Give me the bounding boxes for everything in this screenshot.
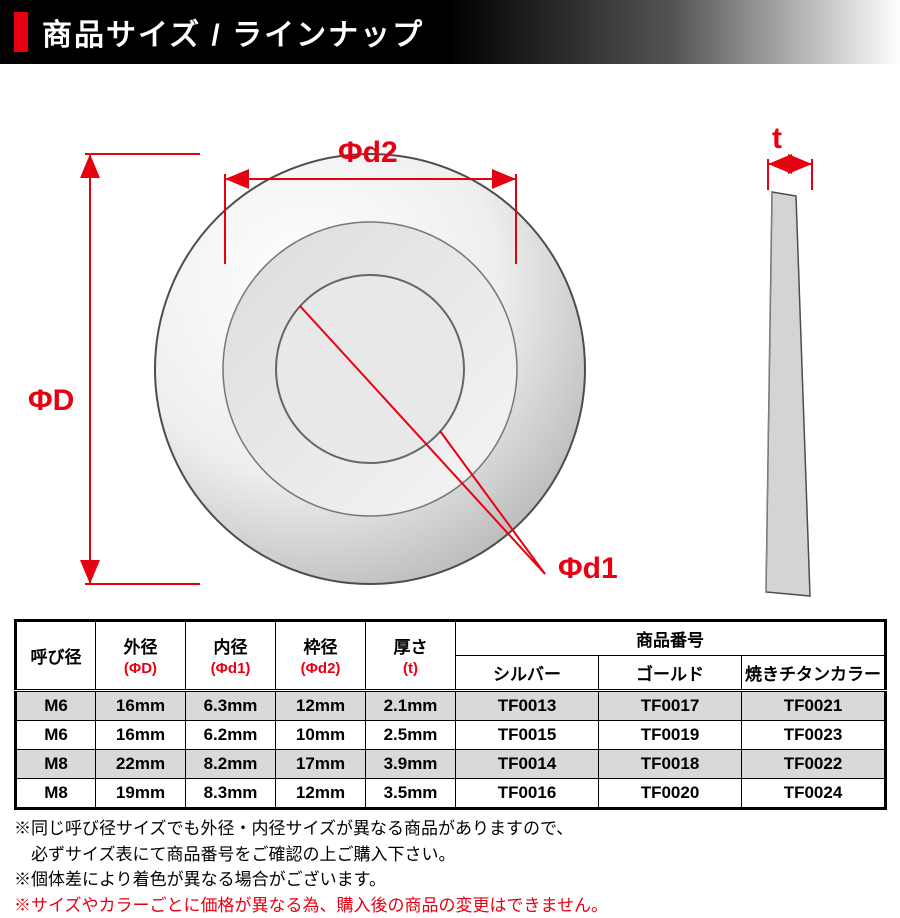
cell: 6.2mm [186,721,276,750]
th-step-sub: (Φd2) [301,660,341,677]
label-t: t [772,122,782,156]
cell: TF0024 [742,779,886,809]
cell: 22mm [96,750,186,779]
table-row: M6 16mm 6.3mm 12mm 2.1mm TF0013 TF0017 T… [16,691,886,721]
cell: 8.2mm [186,750,276,779]
cell: TF0013 [456,691,599,721]
cell: TF0016 [456,779,599,809]
cell: TF0015 [456,721,599,750]
cell: 3.5mm [366,779,456,809]
cell: 6.3mm [186,691,276,721]
th-thick-label: 厚さ [394,638,428,657]
note-line: ※個体差により着色が異なる場合がございます。 [14,867,886,893]
th-nominal: 呼び径 [16,621,96,691]
th-step-label: 枠径 [304,638,338,657]
cell: 2.1mm [366,691,456,721]
dimension-diagram: ΦD Φd2 Φd1 t [0,64,900,619]
cell: M6 [16,721,96,750]
page-header: 商品サイズ / ラインナップ [0,0,900,64]
label-d2: Φd2 [338,136,398,170]
th-thick: 厚さ (t) [366,621,456,691]
th-ti: 焼きチタンカラー [742,656,886,691]
cell: TF0023 [742,721,886,750]
cell: TF0014 [456,750,599,779]
th-thick-sub: (t) [403,660,418,677]
cell: 10mm [276,721,366,750]
side-view [766,192,810,596]
header-accent-bar [14,12,28,52]
note-line: 必ずサイズ表にて商品番号をご確認の上ご購入下さい。 [14,842,886,868]
cell: TF0022 [742,750,886,779]
cell: 3.9mm [366,750,456,779]
th-silver: シルバー [456,656,599,691]
cell: TF0020 [599,779,742,809]
th-step: 枠径 (Φd2) [276,621,366,691]
cell: 8.3mm [186,779,276,809]
note-line: ※同じ呼び径サイズでも外径・内径サイズが異なる商品がありますので、 [14,816,886,842]
th-outer-label: 外径 [124,638,158,657]
cell: 12mm [276,691,366,721]
cell: 19mm [96,779,186,809]
note-line-warning: ※サイズやカラーごとに価格が異なる為、購入後の商品の変更はできません。 [14,893,886,918]
footnotes: ※同じ呼び径サイズでも外径・内径サイズが異なる商品がありますので、 必ずサイズ表… [14,816,886,918]
spec-tbody: M6 16mm 6.3mm 12mm 2.1mm TF0013 TF0017 T… [16,691,886,809]
page-title: 商品サイズ / ラインナップ [42,10,424,54]
th-inner: 内径 (Φd1) [186,621,276,691]
th-gold: ゴールド [599,656,742,691]
cell: M8 [16,779,96,809]
th-inner-label: 内径 [214,638,248,657]
cell: TF0019 [599,721,742,750]
th-outer-sub: (ΦD) [124,660,157,677]
cell: 17mm [276,750,366,779]
diagram-svg [0,64,900,619]
th-inner-sub: (Φd1) [211,660,251,677]
label-D: ΦD [28,384,74,418]
cell: TF0017 [599,691,742,721]
cell: TF0021 [742,691,886,721]
cell: TF0018 [599,750,742,779]
th-partno: 商品番号 [456,621,886,656]
cell: M6 [16,691,96,721]
table-row: M8 22mm 8.2mm 17mm 3.9mm TF0014 TF0018 T… [16,750,886,779]
cell: 12mm [276,779,366,809]
cell: 2.5mm [366,721,456,750]
washer-hole [276,275,464,463]
th-outer: 外径 (ΦD) [96,621,186,691]
cell: 16mm [96,721,186,750]
table-row: M6 16mm 6.2mm 10mm 2.5mm TF0015 TF0019 T… [16,721,886,750]
spec-table: 呼び径 外径 (ΦD) 内径 (Φd1) 枠径 (Φd2) 厚さ (t) 商品番… [14,619,887,810]
table-row: M8 19mm 8.3mm 12mm 3.5mm TF0016 TF0020 T… [16,779,886,809]
label-d1: Φd1 [558,552,618,586]
cell: 16mm [96,691,186,721]
cell: M8 [16,750,96,779]
